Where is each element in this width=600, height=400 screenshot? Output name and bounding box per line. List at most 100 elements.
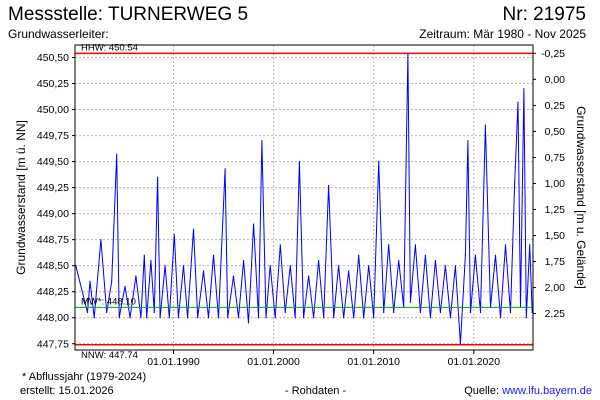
data-point <box>187 317 189 319</box>
data-point <box>484 124 487 126</box>
data-point <box>434 259 436 262</box>
data-point <box>237 317 240 319</box>
y2-tick-label: -0,25 <box>541 48 565 60</box>
source-label: Quelle: <box>464 385 500 397</box>
y2-tick-label: 0,25 <box>545 100 566 112</box>
data-point <box>279 244 281 246</box>
ref-label-nnw: NNW: 447.74 <box>81 350 138 361</box>
created-date: erstellt: 15.01.2026 <box>20 385 114 397</box>
data-point <box>247 322 250 324</box>
x-tick-label: 01.01.1990 <box>147 356 200 368</box>
data-point <box>265 317 267 319</box>
data-point <box>168 317 170 319</box>
data-point <box>388 244 390 246</box>
y-tick-label: 449,25 <box>37 182 69 194</box>
data-point <box>378 160 380 163</box>
data-point <box>419 311 422 314</box>
y-tick-label: 450,00 <box>37 104 69 116</box>
y2-tick-label: 1,25 <box>545 204 566 216</box>
data-point <box>118 317 120 319</box>
data-point <box>227 317 229 319</box>
y-tick-label: 448,00 <box>37 312 69 324</box>
y-tick-label: 448,75 <box>37 234 69 246</box>
data-point <box>494 254 497 256</box>
data-point <box>333 317 335 319</box>
data-point <box>232 275 235 277</box>
data-point <box>143 254 145 256</box>
source-link[interactable]: www.lfu.bayern.de <box>502 385 592 397</box>
y-tick-label: 450,50 <box>37 52 69 64</box>
data-point <box>111 280 113 282</box>
data-point <box>124 285 126 288</box>
data-point <box>257 317 260 319</box>
data-point <box>368 265 370 267</box>
data-point <box>192 228 195 230</box>
data-point <box>509 311 512 314</box>
data-point <box>269 265 271 267</box>
x-tick-label: 01.01.2000 <box>247 356 300 368</box>
data-point <box>298 160 301 163</box>
data-point <box>529 244 531 246</box>
data-point <box>525 317 527 319</box>
data-point <box>177 317 180 319</box>
data-point <box>409 301 412 303</box>
data-point <box>284 311 286 314</box>
data-point <box>338 265 340 267</box>
data-point <box>242 259 245 262</box>
y-tick-label: 449,00 <box>37 208 69 220</box>
data-point <box>348 270 350 272</box>
data-point <box>398 259 400 262</box>
x-tick-label: 01.01.2020 <box>448 356 501 368</box>
data-point <box>173 233 175 236</box>
y2-axis-label: Grundwasserstand [m u. Gelände] <box>574 106 588 289</box>
data-point <box>207 317 210 319</box>
data-point <box>252 223 255 225</box>
data-point <box>469 311 472 314</box>
y2-tick-label: 0,50 <box>545 126 566 138</box>
y2-tick-label: 2,00 <box>545 282 566 294</box>
data-point <box>274 317 276 319</box>
data-point <box>358 254 360 256</box>
data-point <box>467 140 469 142</box>
y-axis-label: Grundwasserstand [m ü. NN] <box>14 120 28 275</box>
data-point <box>323 317 325 319</box>
data-point <box>164 265 166 267</box>
y2-tick-label: 1,50 <box>545 230 566 242</box>
y-tick-label: 449,50 <box>37 156 69 168</box>
y-tick-label: 450,25 <box>37 78 69 90</box>
data-point <box>424 254 426 256</box>
x-tick-label: 01.01.2010 <box>347 356 400 368</box>
data-point <box>429 317 432 319</box>
data-point <box>100 239 102 241</box>
data-point <box>153 311 155 314</box>
y2-tick-label: 2,25 <box>545 308 566 320</box>
data-point <box>289 265 291 267</box>
data-point <box>217 317 220 319</box>
data-point <box>212 254 215 256</box>
ref-label-mw: MW*: 448.10 <box>81 296 136 307</box>
data-point <box>197 317 199 319</box>
aquifer-label: Grundwasserleiter: <box>8 27 109 41</box>
y2-tick-label: 0,00 <box>545 74 566 86</box>
data-point <box>89 280 91 282</box>
data-point <box>439 311 442 314</box>
data-point <box>474 254 477 256</box>
y-tick-label: 448,25 <box>37 286 69 298</box>
data-point <box>517 101 519 103</box>
data-point <box>75 265 77 267</box>
station-title: Messstelle: TURNERWEG 5 <box>8 4 249 25</box>
y-tick-label: 448,50 <box>37 260 69 272</box>
data-point <box>363 317 365 319</box>
plot-frame <box>74 44 534 351</box>
data-point <box>294 317 296 319</box>
data-point <box>444 265 447 267</box>
data-point <box>182 265 185 267</box>
data-point <box>146 317 148 319</box>
data-point <box>202 270 205 272</box>
data-point <box>353 317 355 319</box>
source-credit: Quelle: www.lfu.bayern.de <box>464 385 592 397</box>
data-point <box>504 244 507 246</box>
y-tick-label: 449,75 <box>37 130 69 142</box>
data-point <box>414 244 416 246</box>
data-point <box>318 259 320 262</box>
